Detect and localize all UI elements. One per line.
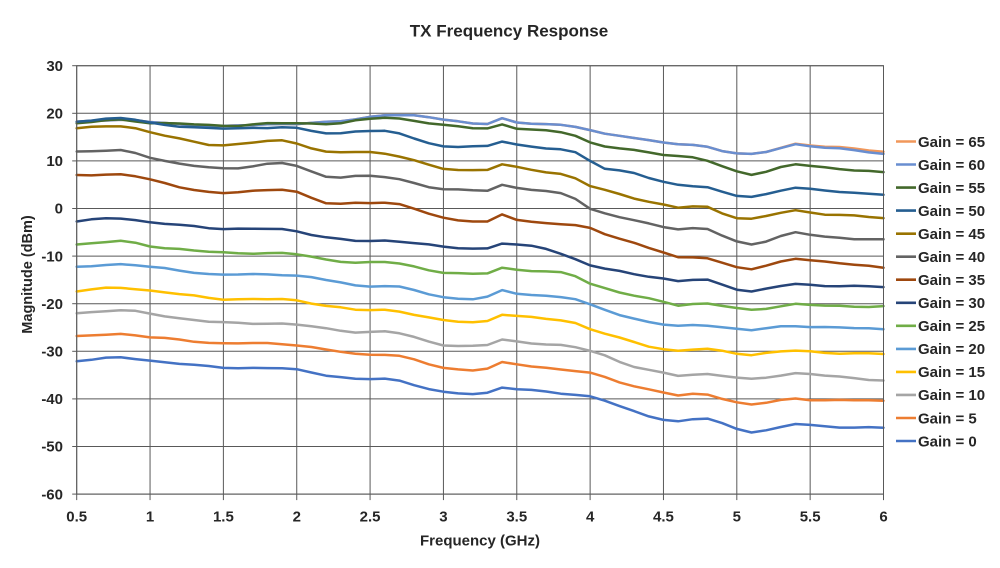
svg-text:3.5: 3.5: [506, 509, 527, 526]
svg-text:-50: -50: [41, 439, 63, 456]
svg-text:Gain = 15: Gain = 15: [918, 364, 985, 381]
svg-text:0.5: 0.5: [66, 509, 87, 526]
svg-text:Gain = 30: Gain = 30: [918, 295, 985, 312]
svg-text:2: 2: [293, 509, 301, 526]
svg-text:4.5: 4.5: [653, 509, 674, 526]
svg-text:Gain = 45: Gain = 45: [918, 226, 985, 243]
svg-text:-40: -40: [41, 391, 63, 408]
svg-text:6: 6: [879, 509, 887, 526]
svg-text:3: 3: [439, 509, 447, 526]
svg-text:30: 30: [46, 58, 63, 75]
svg-text:-20: -20: [41, 296, 63, 313]
svg-text:Magnitude (dBm): Magnitude (dBm): [20, 215, 36, 334]
svg-text:5.5: 5.5: [800, 509, 821, 526]
svg-text:0: 0: [55, 201, 63, 218]
svg-text:Gain = 10: Gain = 10: [918, 387, 985, 404]
svg-text:4: 4: [586, 509, 595, 526]
svg-text:Gain = 25: Gain = 25: [918, 318, 985, 335]
svg-text:5: 5: [733, 509, 741, 526]
svg-text:Gain = 35: Gain = 35: [918, 272, 985, 289]
svg-text:10: 10: [46, 153, 63, 170]
svg-text:Gain = 60: Gain = 60: [918, 157, 985, 174]
svg-text:-30: -30: [41, 344, 63, 361]
svg-text:Gain = 20: Gain = 20: [918, 341, 985, 358]
svg-text:2.5: 2.5: [360, 509, 381, 526]
svg-text:Gain = 40: Gain = 40: [918, 249, 985, 266]
svg-text:20: 20: [46, 106, 63, 123]
svg-text:Gain = 55: Gain = 55: [918, 180, 985, 197]
svg-text:-10: -10: [41, 248, 63, 265]
svg-text:TX Frequency Response: TX Frequency Response: [410, 22, 608, 41]
svg-text:Gain = 50: Gain = 50: [918, 203, 985, 220]
svg-text:Gain = 5: Gain = 5: [918, 410, 977, 427]
svg-text:Frequency (GHz): Frequency (GHz): [420, 533, 540, 550]
svg-text:Gain = 0: Gain = 0: [918, 433, 977, 450]
svg-text:Gain = 65: Gain = 65: [918, 134, 985, 151]
svg-text:1.5: 1.5: [213, 509, 234, 526]
svg-text:1: 1: [146, 509, 154, 526]
svg-text:-60: -60: [41, 486, 63, 503]
